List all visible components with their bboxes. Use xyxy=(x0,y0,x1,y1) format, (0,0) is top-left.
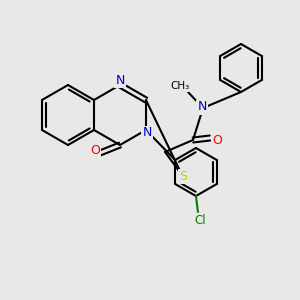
Text: S: S xyxy=(179,169,187,182)
Text: CH₃: CH₃ xyxy=(170,81,190,91)
Text: N: N xyxy=(142,127,152,140)
Text: O: O xyxy=(90,145,100,158)
Text: Cl: Cl xyxy=(194,214,206,226)
Text: N: N xyxy=(115,74,124,86)
Text: N: N xyxy=(197,100,207,113)
Text: O: O xyxy=(212,134,222,148)
